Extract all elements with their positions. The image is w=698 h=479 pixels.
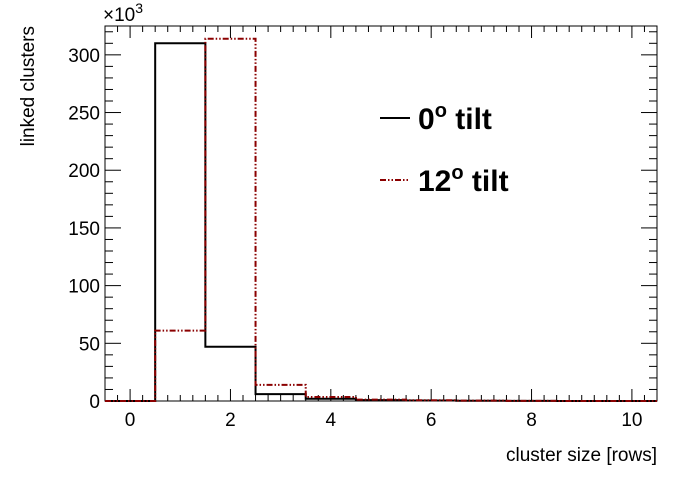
legend-label-sup: o: [435, 100, 447, 122]
y-tick-label: 200: [68, 161, 100, 182]
legend-label: 0o tilt: [418, 100, 492, 136]
y-tick-label: 300: [68, 46, 100, 67]
series-layer: [105, 39, 657, 401]
x-tick-label: 4: [326, 410, 337, 431]
histogram-bin: [155, 331, 205, 401]
y-tick-label: 150: [68, 219, 100, 240]
y-tick-label: 50: [79, 334, 100, 355]
y-axis-title: linked clusters: [18, 26, 39, 146]
histogram-bin: [256, 385, 306, 401]
y-tick-label: 0: [89, 392, 100, 413]
y-tick-label: 100: [68, 277, 100, 298]
x-tick-label: 10: [621, 410, 642, 431]
x-tick-label: 2: [225, 410, 236, 431]
legend-label-suffix: tilt: [464, 165, 509, 198]
x-tick-label: 6: [426, 410, 437, 431]
x-axis-title: cluster size [rows]: [506, 445, 657, 466]
histogram-bin: [306, 397, 356, 401]
y-axis-multiplier: ×103: [103, 0, 143, 26]
histogram-bin: [356, 400, 406, 401]
histogram-bin: [205, 39, 255, 401]
x-tick-label: 8: [526, 410, 537, 431]
legend-label: 12o tilt: [418, 162, 509, 198]
x-tick-label: 0: [125, 410, 136, 431]
y-multiplier-base: ×10: [103, 5, 135, 26]
y-tick-label: 250: [68, 104, 100, 125]
y-multiplier-exponent: 3: [135, 0, 143, 16]
histogram-bin: [406, 400, 456, 401]
legend-label-main: 0: [418, 103, 435, 136]
legend-label-main: 12: [418, 165, 451, 198]
legend-label-sup: o: [451, 162, 463, 184]
legend-label-suffix: tilt: [447, 103, 492, 136]
